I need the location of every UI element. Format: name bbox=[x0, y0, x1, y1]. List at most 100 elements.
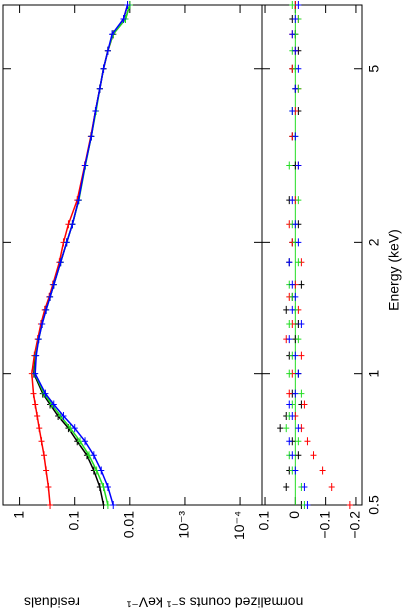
data-point bbox=[295, 64, 302, 73]
data-point bbox=[33, 351, 40, 360]
data-point bbox=[120, 15, 127, 24]
data-point bbox=[60, 411, 67, 420]
data-point bbox=[286, 369, 293, 378]
data-point bbox=[82, 161, 89, 170]
y-tick-label: 0 bbox=[286, 511, 302, 519]
data-point bbox=[104, 501, 111, 509]
data-point bbox=[304, 501, 311, 509]
data-point bbox=[301, 400, 308, 409]
data-point bbox=[289, 107, 296, 116]
data-point bbox=[301, 482, 308, 491]
data-point bbox=[289, 30, 296, 39]
data-point bbox=[286, 335, 293, 344]
data-point bbox=[50, 400, 57, 409]
data-point bbox=[295, 451, 302, 460]
data-point bbox=[109, 30, 116, 39]
data-point bbox=[295, 196, 302, 205]
data-point bbox=[295, 335, 302, 344]
data-point bbox=[104, 482, 111, 491]
data-point bbox=[304, 437, 311, 446]
data-point bbox=[96, 84, 103, 93]
data-point bbox=[110, 501, 117, 509]
data-point bbox=[292, 84, 299, 93]
data-point bbox=[283, 305, 290, 314]
y-tick-label: −0.2 bbox=[347, 511, 363, 539]
y-tick-label: 10⁻³ bbox=[176, 511, 192, 539]
data-point bbox=[292, 46, 299, 55]
data-point bbox=[292, 132, 299, 141]
data-point bbox=[36, 424, 43, 433]
data-point bbox=[295, 258, 302, 267]
data-point bbox=[286, 400, 293, 409]
data-point bbox=[283, 424, 290, 433]
data-point bbox=[32, 400, 39, 409]
x-axis-title: Energy (keV) bbox=[386, 229, 402, 311]
plot-area: Energy (keV) 0.5 1 2 5 1 0.1 0.01 10⁻³ 10⁻⁴ 0.1 0 −… bbox=[2, 1, 402, 540]
data-point bbox=[289, 1, 296, 9]
data-point bbox=[295, 1, 302, 9]
top-frame bbox=[2, 4, 263, 506]
data-point bbox=[43, 466, 50, 475]
y-axis-title: normalized counts s⁻¹ keV⁻¹ bbox=[126, 594, 303, 610]
data-point bbox=[295, 424, 302, 433]
data-point bbox=[298, 280, 305, 289]
data-point bbox=[292, 466, 299, 475]
data-point bbox=[289, 411, 296, 420]
data-point bbox=[289, 451, 296, 460]
y-tick-label: 0.1 bbox=[256, 511, 272, 531]
data-point bbox=[45, 482, 52, 491]
data-point bbox=[289, 196, 296, 205]
data-point bbox=[289, 305, 296, 314]
data-point bbox=[292, 292, 299, 301]
data-point bbox=[47, 501, 54, 509]
data-point bbox=[35, 335, 42, 344]
data-point bbox=[38, 437, 45, 446]
data-point bbox=[34, 411, 41, 420]
data-point bbox=[71, 424, 78, 433]
data-point bbox=[30, 389, 37, 398]
model-line bbox=[34, 4, 129, 506]
data-point bbox=[295, 437, 302, 446]
y-tick-label: 10⁻⁴ bbox=[231, 511, 247, 540]
data-point bbox=[39, 319, 46, 328]
data-point bbox=[57, 258, 64, 267]
y-tick-label: 1 bbox=[10, 511, 26, 519]
data-point bbox=[286, 161, 293, 170]
data-point bbox=[286, 319, 293, 328]
data-point bbox=[32, 369, 39, 378]
x-tick-label: 1 bbox=[366, 370, 382, 378]
data-point bbox=[50, 280, 57, 289]
model-line bbox=[34, 4, 131, 506]
model-line bbox=[31, 4, 129, 506]
bottom-frame bbox=[261, 4, 363, 506]
data-point bbox=[41, 451, 48, 460]
data-point bbox=[310, 451, 317, 460]
y-tick-label: −0.1 bbox=[316, 511, 332, 539]
data-point bbox=[292, 220, 299, 229]
data-point bbox=[346, 501, 353, 509]
data-point bbox=[286, 437, 293, 446]
data-point bbox=[98, 466, 105, 475]
residual-axis-title: residuals bbox=[24, 594, 80, 610]
data-point bbox=[328, 482, 335, 491]
data-point bbox=[69, 220, 76, 229]
data-point bbox=[289, 280, 296, 289]
data-point bbox=[42, 389, 49, 398]
x-tick-label: 2 bbox=[366, 238, 382, 246]
data-point bbox=[75, 196, 82, 205]
data-point bbox=[292, 15, 299, 24]
y-tick-label: 0.01 bbox=[121, 511, 137, 538]
data-point bbox=[286, 389, 293, 398]
data-point bbox=[292, 389, 299, 398]
data-point bbox=[286, 258, 293, 267]
data-point bbox=[124, 1, 131, 9]
data-point bbox=[295, 369, 302, 378]
data-point bbox=[92, 107, 99, 116]
data-point bbox=[298, 389, 305, 398]
x-tick-label: 0.5 bbox=[366, 495, 382, 515]
model-line bbox=[33, 4, 131, 506]
data-point bbox=[295, 238, 302, 247]
y-tick-label: 0.1 bbox=[65, 511, 81, 531]
data-point bbox=[295, 161, 302, 170]
